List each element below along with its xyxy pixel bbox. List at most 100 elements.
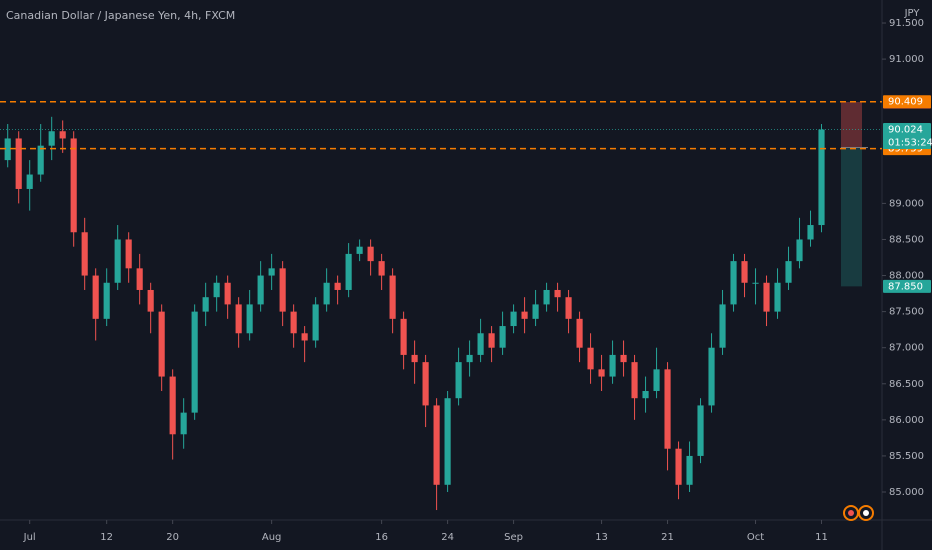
- candle-body: [752, 282, 759, 284]
- y-tick-label: 91.500: [889, 18, 924, 29]
- candle-body: [763, 282, 770, 312]
- candle-body: [246, 304, 253, 334]
- x-tick-label: 11: [815, 532, 828, 543]
- y-tick-label: 86.500: [889, 379, 924, 390]
- x-tick-label: Jul: [23, 532, 36, 543]
- price-line-label-box: [883, 95, 931, 109]
- candle-body: [81, 232, 88, 276]
- candle-body: [26, 174, 33, 189]
- chart-title: Canadian Dollar / Japanese Yen, 4h, FXCM: [6, 9, 235, 22]
- x-tick-label: Oct: [747, 532, 764, 543]
- candle-body: [37, 145, 44, 175]
- candle-body: [125, 239, 132, 269]
- candle-body: [433, 405, 440, 485]
- candle-body: [257, 275, 264, 305]
- candle-body: [180, 412, 187, 435]
- candle-body: [785, 261, 792, 283]
- y-tick-label: 88.500: [889, 234, 924, 245]
- candle-body: [334, 282, 341, 290]
- candle-body: [686, 455, 693, 485]
- candle-body: [642, 390, 649, 399]
- candle-body: [48, 131, 55, 146]
- candle-body: [290, 311, 297, 334]
- candle-body: [114, 239, 121, 283]
- candle-body: [631, 362, 638, 399]
- candle-body: [587, 347, 594, 370]
- candle-body: [59, 131, 66, 139]
- candle-body: [367, 246, 374, 262]
- candle-body: [708, 347, 715, 406]
- candle-body: [224, 282, 231, 305]
- candle-body: [620, 354, 627, 363]
- y-tick-label: 85.500: [889, 451, 924, 462]
- candle-body: [719, 304, 726, 348]
- candle-body: [202, 297, 209, 312]
- candle-body: [510, 311, 517, 327]
- candle-body: [543, 289, 550, 305]
- candle-body: [345, 253, 352, 290]
- x-tick-label: 20: [166, 532, 179, 543]
- candle-body: [158, 311, 165, 377]
- x-tick-label: 12: [100, 532, 113, 543]
- candle-body: [796, 239, 803, 262]
- y-tick-label: 89.000: [889, 198, 924, 209]
- candle-body: [697, 405, 704, 456]
- candle-body: [730, 261, 737, 305]
- candle-body: [136, 268, 143, 290]
- candle-body: [70, 138, 77, 233]
- candle-body: [818, 129, 825, 226]
- candle-body: [664, 369, 671, 449]
- price-line-label-countdown: 01:53:24: [888, 138, 932, 149]
- price-line-label: 90.024: [888, 125, 923, 136]
- candle-body: [653, 369, 660, 391]
- candle-body: [488, 333, 495, 348]
- candle-body: [554, 289, 561, 298]
- candle-body: [378, 261, 385, 276]
- candle-body: [268, 268, 275, 276]
- candle-body: [444, 398, 451, 485]
- target-price-label-box: [883, 279, 931, 293]
- candle-body: [15, 138, 22, 189]
- candle-body: [422, 362, 429, 406]
- x-tick-label: 13: [595, 532, 608, 543]
- candle-body: [499, 326, 506, 348]
- y-tick-label: 87.000: [889, 343, 924, 354]
- x-tick-label: 16: [375, 532, 388, 543]
- target-zone: [841, 147, 862, 287]
- y-tick-label: 88.000: [889, 271, 924, 282]
- candle-body: [191, 311, 198, 413]
- candle-body: [301, 333, 308, 341]
- x-tick-label: 21: [661, 532, 674, 543]
- candle-body: [312, 304, 319, 341]
- candles: [4, 116, 825, 511]
- logo: [843, 505, 874, 521]
- candle-body: [741, 261, 748, 283]
- candle-body: [103, 282, 110, 319]
- candle-body: [279, 268, 286, 312]
- candle-body: [356, 246, 363, 254]
- candle-body: [323, 282, 330, 305]
- candle-body: [389, 275, 396, 319]
- candle-body: [147, 289, 154, 312]
- stop-zone: [841, 101, 862, 148]
- candle-body: [576, 318, 583, 348]
- y-tick-label: 91.000: [889, 54, 924, 65]
- candle-body: [169, 376, 176, 435]
- candle-body: [774, 282, 781, 312]
- candle-body: [4, 138, 11, 161]
- candle-body: [477, 333, 484, 355]
- candle-body: [565, 297, 572, 319]
- price-line-label: 90.409: [888, 97, 923, 108]
- y-tick-label: 87.500: [889, 307, 924, 318]
- candle-body: [92, 275, 99, 319]
- price-line-label-box: [883, 123, 931, 150]
- candle-body: [411, 354, 418, 363]
- candle-body: [235, 304, 242, 334]
- x-tick-label: 24: [441, 532, 454, 543]
- candle-body: [466, 354, 473, 363]
- y-tick-label: 85.000: [889, 487, 924, 498]
- candle-body: [213, 282, 220, 298]
